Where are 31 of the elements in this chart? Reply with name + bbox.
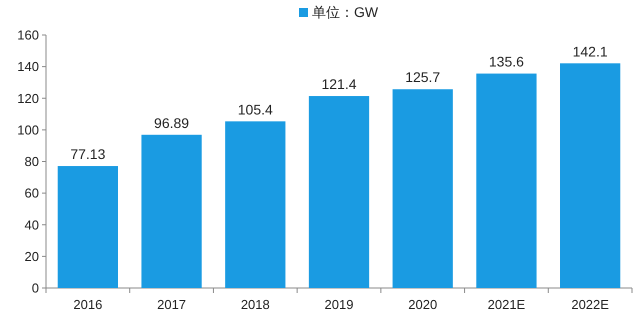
text: 142.1: [572, 43, 608, 60]
bar: [58, 166, 118, 288]
bar: [225, 121, 286, 288]
x-tick-label: 2017: [157, 297, 186, 312]
y-tick-label: 40: [24, 217, 39, 232]
text: 96.89: [154, 114, 190, 131]
bar: [141, 134, 202, 288]
text: 135.6: [488, 54, 524, 70]
text: 77.13: [70, 146, 106, 162]
y-tick-label: 160: [17, 28, 39, 42]
bar: [560, 63, 620, 288]
y-tick-label: 100: [17, 122, 39, 138]
x-tick-label: 2022E: [571, 297, 610, 312]
legend-label: 单位：GW: [312, 4, 379, 20]
x-tick-label: 2016: [73, 297, 102, 312]
y-tick-label: 20: [24, 248, 39, 264]
text: 125.7: [405, 69, 440, 86]
y-tick-label: 0: [32, 280, 39, 296]
bar: [476, 74, 537, 288]
y-tick-label: 80: [24, 154, 39, 169]
text: 105.4: [238, 101, 273, 118]
x-tick-label: 2021E: [488, 297, 526, 312]
y-tick-label: 140: [17, 59, 39, 74]
y-tick-label: 120: [17, 90, 39, 106]
text: 121.4: [321, 76, 357, 92]
y-tick-label: 60: [24, 186, 39, 201]
bar: [392, 89, 453, 288]
bar: [308, 96, 370, 288]
x-tick-label: 2020: [408, 297, 438, 312]
x-tick-label: 2018: [240, 297, 270, 312]
x-tick-label: 2019: [324, 297, 354, 312]
